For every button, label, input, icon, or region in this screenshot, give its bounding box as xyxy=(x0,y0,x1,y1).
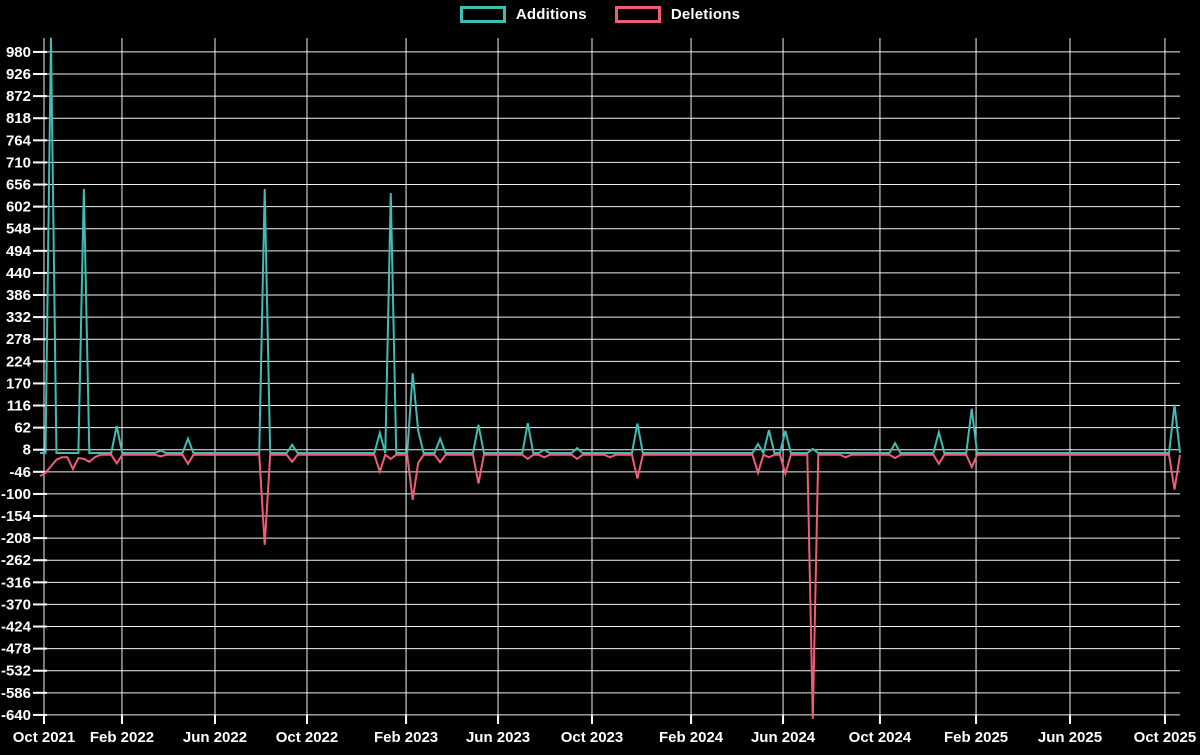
svg-text:Feb 2023: Feb 2023 xyxy=(374,729,438,746)
svg-text:-154: -154 xyxy=(1,508,32,525)
svg-text:-640: -640 xyxy=(1,707,31,724)
svg-text:Jun 2025: Jun 2025 xyxy=(1038,729,1102,746)
additions-line xyxy=(40,37,1181,456)
svg-text:224: 224 xyxy=(6,353,32,370)
svg-text:764: 764 xyxy=(6,132,32,149)
svg-text:Jun 2023: Jun 2023 xyxy=(466,729,530,746)
svg-text:-478: -478 xyxy=(1,641,31,658)
y-grid xyxy=(33,50,1180,716)
svg-text:332: 332 xyxy=(6,309,31,326)
svg-text:440: 440 xyxy=(6,265,31,282)
x-grid xyxy=(42,38,1166,724)
svg-text:710: 710 xyxy=(6,154,31,171)
svg-text:386: 386 xyxy=(6,287,31,304)
svg-text:Feb 2024: Feb 2024 xyxy=(659,729,724,746)
svg-text:Oct 2025: Oct 2025 xyxy=(1134,729,1197,746)
svg-text:980: 980 xyxy=(6,44,31,61)
svg-text:8: 8 xyxy=(23,442,31,459)
svg-text:-586: -586 xyxy=(1,685,31,702)
legend-label-deletions: Deletions xyxy=(670,6,741,23)
chart-legend: Additions Deletions xyxy=(0,6,1200,23)
svg-text:Feb 2025: Feb 2025 xyxy=(944,729,1008,746)
legend-item-deletions: Deletions xyxy=(614,6,741,23)
legend-label-additions: Additions xyxy=(515,6,587,23)
svg-text:Jun 2024: Jun 2024 xyxy=(751,729,816,746)
svg-text:872: 872 xyxy=(6,88,31,105)
svg-text:Oct 2022: Oct 2022 xyxy=(276,729,339,746)
svg-text:656: 656 xyxy=(6,177,31,194)
svg-text:170: 170 xyxy=(6,375,31,392)
legend-item-additions: Additions xyxy=(459,6,587,23)
svg-text:494: 494 xyxy=(6,243,32,260)
deletions-swatch-icon xyxy=(614,6,661,23)
svg-text:Oct 2021: Oct 2021 xyxy=(13,729,76,746)
svg-text:-424: -424 xyxy=(1,619,32,636)
y-tick-labels: 980 926 872 818 764 710 656 602 548 494 440 386 332 2… xyxy=(1,44,32,724)
svg-text:-316: -316 xyxy=(1,574,31,591)
deletions-line xyxy=(39,453,1181,719)
svg-text:548: 548 xyxy=(6,221,31,238)
svg-text:-46: -46 xyxy=(9,464,31,481)
svg-text:-370: -370 xyxy=(1,596,31,613)
svg-text:602: 602 xyxy=(6,199,31,216)
svg-text:-208: -208 xyxy=(1,530,31,547)
svg-text:818: 818 xyxy=(6,110,31,127)
svg-text:-532: -532 xyxy=(1,663,31,680)
svg-text:Oct 2024: Oct 2024 xyxy=(849,729,912,746)
svg-text:116: 116 xyxy=(7,398,31,415)
svg-text:-262: -262 xyxy=(1,552,31,569)
additions-swatch-icon xyxy=(459,6,506,23)
x-tick-labels: Oct 2021 Feb 2022 Jun 2022 Oct 2022 Feb 2023… xyxy=(13,729,1197,746)
svg-text:Jun 2022: Jun 2022 xyxy=(183,729,247,746)
svg-text:-100: -100 xyxy=(1,486,31,503)
svg-text:278: 278 xyxy=(6,331,31,348)
svg-text:Feb 2022: Feb 2022 xyxy=(90,729,154,746)
svg-text:926: 926 xyxy=(6,66,31,83)
svg-text:62: 62 xyxy=(14,420,31,437)
svg-text:Oct 2023: Oct 2023 xyxy=(561,729,624,746)
